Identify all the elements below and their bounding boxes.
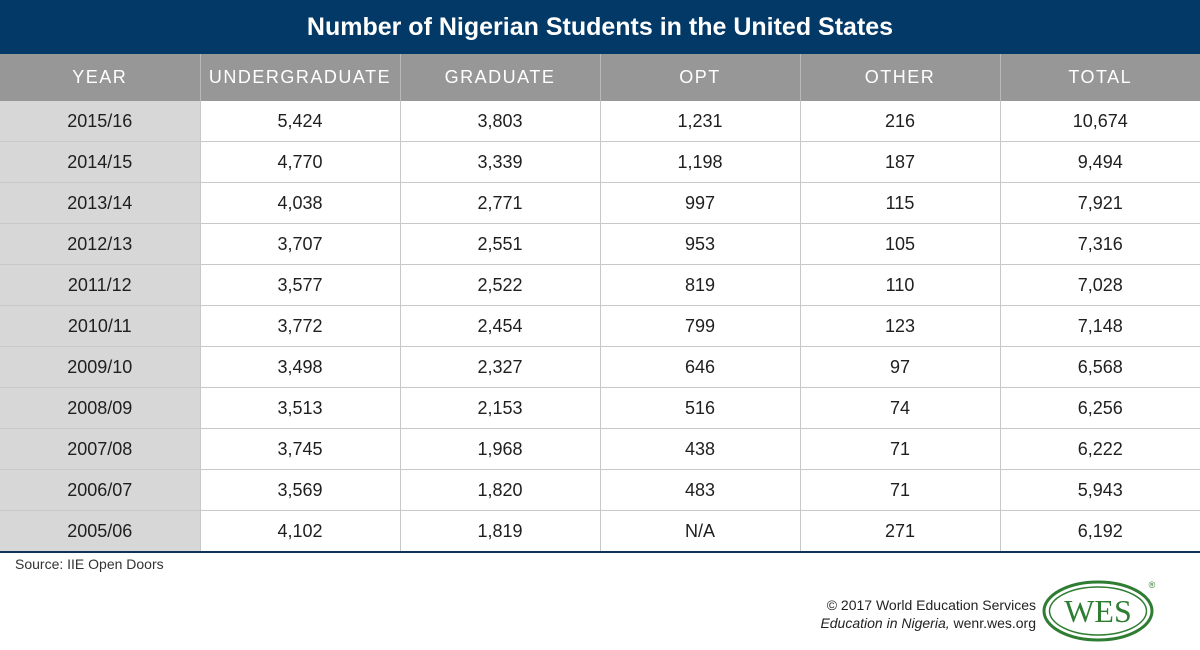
- credit-report-title: Education in Nigeria,: [820, 615, 950, 631]
- graduate-cell: 2,551: [400, 223, 601, 265]
- total-cell: 9,494: [1000, 141, 1200, 183]
- table-row: 2009/10 3,498 2,327 646 97 6,568: [0, 346, 1200, 388]
- column-header-total: TOTAL: [1000, 54, 1200, 101]
- undergraduate-cell: 3,513: [200, 387, 401, 429]
- other-cell: 110: [800, 264, 1001, 306]
- opt-cell: 646: [600, 346, 801, 388]
- other-cell: 105: [800, 223, 1001, 265]
- copyright-credit: © 2017 World Education Services Educatio…: [820, 596, 1036, 632]
- total-cell: 6,568: [1000, 346, 1200, 388]
- year-cell: 2007/08: [0, 428, 201, 470]
- total-cell: 6,222: [1000, 428, 1200, 470]
- table-row: 2005/06 4,102 1,819 N/A 271 6,192: [0, 510, 1200, 552]
- opt-cell: 997: [600, 182, 801, 224]
- table-body: 2015/16 5,424 3,803 1,231 216 10,674 2014/15 4,…: [0, 101, 1200, 552]
- undergraduate-cell: 5,424: [200, 101, 401, 142]
- total-cell: 7,148: [1000, 305, 1200, 347]
- other-cell: 97: [800, 346, 1001, 388]
- year-cell: 2011/12: [0, 264, 201, 306]
- undergraduate-cell: 3,498: [200, 346, 401, 388]
- graduate-cell: 2,153: [400, 387, 601, 429]
- other-cell: 123: [800, 305, 1001, 347]
- credit-line-1: © 2017 World Education Services: [826, 597, 1036, 613]
- other-cell: 187: [800, 141, 1001, 183]
- table-row: 2015/16 5,424 3,803 1,231 216 10,674: [0, 101, 1200, 142]
- opt-cell: 1,198: [600, 141, 801, 183]
- opt-cell: 819: [600, 264, 801, 306]
- column-header-graduate: GRADUATE: [400, 54, 601, 101]
- undergraduate-cell: 4,038: [200, 182, 401, 224]
- total-cell: 7,921: [1000, 182, 1200, 224]
- table-row: 2010/11 3,772 2,454 799 123 7,148: [0, 305, 1200, 347]
- column-header-undergraduate: UNDERGRADUATE: [200, 54, 401, 101]
- column-header-row: YEAR UNDERGRADUATE GRADUATE OPT OTHER TOTAL: [0, 54, 1200, 101]
- students-table: YEAR UNDERGRADUATE GRADUATE OPT OTHER TOTAL 2…: [0, 54, 1200, 553]
- opt-cell: 799: [600, 305, 801, 347]
- year-cell: 2015/16: [0, 101, 201, 142]
- undergraduate-cell: 3,745: [200, 428, 401, 470]
- graduate-cell: 2,522: [400, 264, 601, 306]
- table-title: Number of Nigerian Students in the Unite…: [0, 0, 1200, 54]
- opt-cell: 483: [600, 469, 801, 511]
- graduate-cell: 2,454: [400, 305, 601, 347]
- year-cell: 2006/07: [0, 469, 201, 511]
- source-note: Source: IIE Open Doors: [15, 556, 164, 572]
- graduate-cell: 1,968: [400, 428, 601, 470]
- undergraduate-cell: 3,707: [200, 223, 401, 265]
- total-cell: 7,316: [1000, 223, 1200, 265]
- column-header-year: YEAR: [0, 54, 201, 101]
- undergraduate-cell: 4,770: [200, 141, 401, 183]
- credit-line-2: Education in Nigeria, wenr.wes.org: [820, 614, 1036, 632]
- undergraduate-cell: 3,577: [200, 264, 401, 306]
- year-cell: 2012/13: [0, 223, 201, 265]
- undergraduate-cell: 3,569: [200, 469, 401, 511]
- column-header-opt: OPT: [600, 54, 801, 101]
- opt-cell: 953: [600, 223, 801, 265]
- opt-cell: N/A: [600, 510, 801, 552]
- year-cell: 2008/09: [0, 387, 201, 429]
- opt-cell: 516: [600, 387, 801, 429]
- other-cell: 71: [800, 469, 1001, 511]
- graduate-cell: 3,803: [400, 101, 601, 142]
- undergraduate-cell: 4,102: [200, 510, 401, 552]
- table-row: 2012/13 3,707 2,551 953 105 7,316: [0, 223, 1200, 265]
- other-cell: 271: [800, 510, 1001, 552]
- other-cell: 74: [800, 387, 1001, 429]
- wes-logo: WES ®: [1042, 580, 1156, 642]
- total-cell: 6,192: [1077, 520, 1123, 541]
- other-cell: 115: [800, 182, 1001, 224]
- opt-cell: 1,231: [600, 101, 801, 142]
- table-row: 2014/15 4,770 3,339 1,198 187 9,494: [0, 141, 1200, 183]
- graduate-cell: 2,327: [400, 346, 601, 388]
- table-row: 2013/14 4,038 2,771 997 115 7,921: [0, 182, 1200, 224]
- graduate-cell: 2,771: [400, 182, 601, 224]
- logo-outer-ring: [1042, 580, 1154, 642]
- total-cell: 6,256: [1000, 387, 1200, 429]
- year-cell: 2014/15: [0, 141, 201, 183]
- undergraduate-cell: 3,772: [200, 305, 401, 347]
- year-cell: 2010/11: [0, 305, 201, 347]
- table-row: 2011/12 3,577 2,522 819 110 7,028: [0, 264, 1200, 306]
- opt-cell: 438: [600, 428, 801, 470]
- graduate-cell: 1,819: [400, 510, 601, 552]
- logo-inner-ring: [1048, 586, 1148, 636]
- graduate-cell: 1,820: [400, 469, 601, 511]
- table-row: 2008/09 3,513 2,153 516 74 6,256: [0, 387, 1200, 429]
- year-cell: 2009/10: [0, 346, 201, 388]
- total-cell: 5,943: [1000, 469, 1200, 511]
- graduate-cell: 3,339: [400, 141, 601, 183]
- logo-wordmark: WES: [1064, 593, 1132, 629]
- other-cell: 71: [800, 428, 1001, 470]
- credit-website: wenr.wes.org: [949, 615, 1037, 631]
- table-row: 2007/08 3,745 1,968 438 71 6,222: [0, 428, 1200, 470]
- registered-mark: ®: [1149, 580, 1156, 590]
- year-cell: 2005/06: [0, 510, 201, 552]
- total-cell: 7,028: [1000, 264, 1200, 306]
- total-cell: 10,674: [1000, 101, 1200, 142]
- other-cell: 216: [800, 101, 1001, 142]
- column-header-other: OTHER: [800, 54, 1001, 101]
- table-row: 2006/07 3,569 1,820 483 71 5,943: [0, 469, 1200, 511]
- year-cell: 2013/14: [0, 182, 201, 224]
